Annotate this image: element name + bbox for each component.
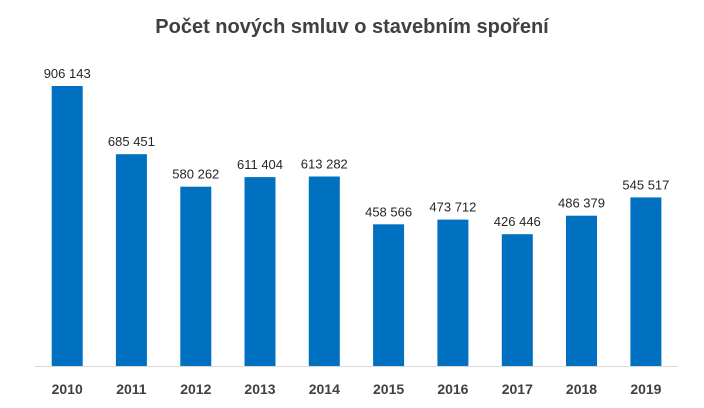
- data-label-2013: 611 404: [237, 157, 283, 172]
- bar-2019: [630, 197, 662, 366]
- data-label-2015: 458 566: [365, 204, 412, 219]
- x-tick-label-2014: 2014: [309, 381, 340, 397]
- x-tick-label-2013: 2013: [244, 381, 275, 397]
- bar-2017: [501, 234, 533, 366]
- x-tick-label-2018: 2018: [566, 381, 597, 397]
- bar-2013: [244, 177, 276, 366]
- data-label-2012: 580 262: [172, 167, 219, 182]
- bar-2015: [373, 224, 405, 366]
- data-label-2011: 685 451: [108, 134, 155, 149]
- data-label-2016: 473 712: [429, 200, 476, 215]
- x-tick-label-2010: 2010: [52, 381, 83, 397]
- bar-2010: [51, 86, 83, 366]
- x-tick-label-2017: 2017: [502, 381, 533, 397]
- bar-2011: [115, 154, 147, 366]
- x-tick-label-2016: 2016: [437, 381, 468, 397]
- bar-2012: [180, 186, 212, 366]
- x-tick-label-2019: 2019: [630, 381, 661, 397]
- x-tick-label-2015: 2015: [373, 381, 404, 397]
- bars-group: [51, 86, 662, 366]
- x-tick-label-2012: 2012: [180, 381, 211, 397]
- data-label-2018: 486 379: [558, 196, 605, 211]
- chart-title: Počet nových smluv o stavebním spoření: [155, 16, 550, 38]
- bar-2016: [437, 219, 469, 366]
- bar-2014: [308, 176, 340, 366]
- x-tick-labels-group: 2010 2011 2012 2013 2014 2015 2016 2017 2018 2019: [52, 381, 662, 397]
- data-labels-group: 906 143 685 451 580 262 611 404 613 282 458 5…: [44, 66, 670, 229]
- data-label-2017: 426 446: [494, 214, 541, 229]
- bar-2018: [566, 215, 597, 366]
- data-label-2014: 613 282: [301, 157, 348, 172]
- x-tick-label-2011: 2011: [116, 381, 147, 397]
- data-label-2010: 906 143: [44, 66, 91, 81]
- data-label-2019: 545 517: [622, 177, 669, 192]
